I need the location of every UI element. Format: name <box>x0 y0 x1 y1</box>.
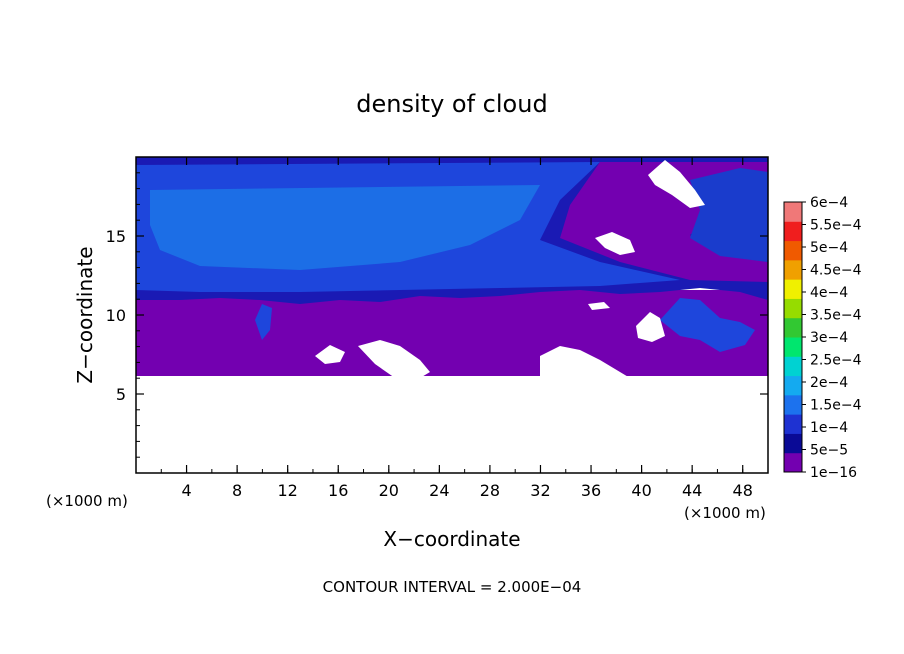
colorbar-swatch <box>784 279 802 299</box>
colorbar-swatch <box>784 356 802 377</box>
colorbar-label: 4.5e−4 <box>810 263 862 279</box>
y-tick-label: 15 <box>106 227 126 246</box>
x-tick-label: 20 <box>379 481 399 500</box>
colorbar-swatch <box>784 375 802 396</box>
colorbar-label: 1.5e−4 <box>810 398 862 414</box>
colorbar-swatch <box>784 259 802 280</box>
y-tick-label: 5 <box>116 385 126 404</box>
clear-hole-upper-right <box>648 160 705 208</box>
colorbar-label: 5e−4 <box>810 240 848 256</box>
x-axis-title: X−coordinate <box>383 527 520 551</box>
blue-filament-left <box>255 304 272 340</box>
colorbar-swatch <box>784 317 802 338</box>
x-unit-label-right: (×1000 m) <box>684 504 766 522</box>
colorbar-label: 4e−4 <box>810 285 848 301</box>
colorbar-swatch <box>784 337 802 357</box>
colorbar: 1e−16 5e−5 1e−4 1.5e−4 2e−4 2.5e−4 3e−4 3.5e−4 4… <box>783 195 862 481</box>
x-tick-label: 4 <box>181 481 191 500</box>
colorbar-label: 2e−4 <box>810 375 848 391</box>
x-tick-label: 8 <box>232 481 242 500</box>
y-axis-title: Z−coordinate <box>73 246 97 383</box>
colorbar-label: 1e−4 <box>810 420 848 436</box>
colorbar-label: 5e−5 <box>810 443 848 459</box>
x-tick-label: 40 <box>631 481 651 500</box>
colorbar-label: 5.5e−4 <box>810 218 862 234</box>
colorbar-label: 2.5e−4 <box>810 353 862 369</box>
y-tick-label: 10 <box>106 306 126 325</box>
colorbar-swatch <box>784 394 802 415</box>
clear-gap-right <box>540 346 630 378</box>
colorbar-label: 6e−4 <box>810 195 848 211</box>
colorbar-swatch <box>784 202 802 222</box>
colorbar-label: 3.5e−4 <box>810 308 862 324</box>
blue-blob-right <box>660 298 755 352</box>
x-tick-label: 16 <box>328 481 348 500</box>
x-tick-label: 32 <box>530 481 550 500</box>
colorbar-label: 3e−4 <box>810 330 848 346</box>
colorbar-swatch <box>784 414 802 434</box>
colorbar-swatch <box>784 298 802 319</box>
x-tick-label: 36 <box>581 481 601 500</box>
colorbar-swatch <box>784 452 802 473</box>
low-density-layer <box>136 290 768 378</box>
x-tick-label: 12 <box>278 481 298 500</box>
blue-patch-right <box>690 168 768 262</box>
x-tick-label: 28 <box>480 481 500 500</box>
colorbar-swatch <box>784 240 802 261</box>
colorbar-swatch <box>784 221 802 242</box>
x-tick-label: 48 <box>733 481 753 500</box>
contour-interval-note: CONTOUR INTERVAL = 2.000E−04 <box>323 578 582 596</box>
colorbar-label: 1e−16 <box>810 465 857 481</box>
x-tick-label: 44 <box>682 481 702 500</box>
x-tick-label: 24 <box>429 481 449 500</box>
x-unit-label-left: (×1000 m) <box>46 492 128 510</box>
clear-hole-mid-right <box>595 232 635 255</box>
high-density-core <box>150 185 540 270</box>
clear-gap-center <box>358 340 430 378</box>
clear-hole-small <box>588 302 610 310</box>
clear-hole-right <box>636 312 665 342</box>
density-field <box>136 157 768 473</box>
chart-title: density of cloud <box>356 90 547 118</box>
colorbar-swatch <box>784 433 802 454</box>
